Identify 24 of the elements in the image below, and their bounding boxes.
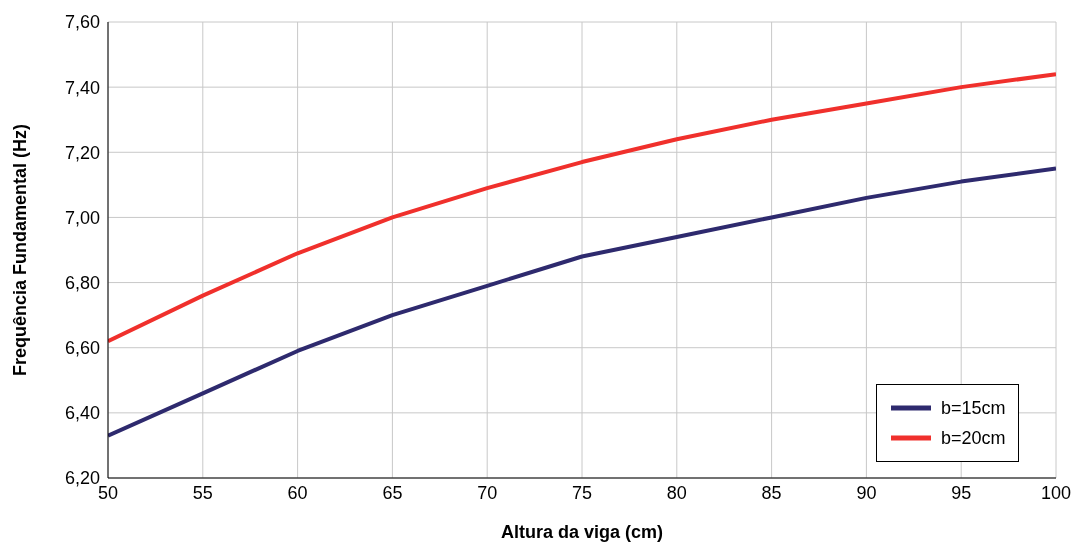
x-tick-label: 85 (761, 482, 782, 503)
x-axis-title: Altura da viga (cm) (500, 522, 664, 542)
y-tick-label: 7,20 (64, 142, 100, 163)
y-tick-label: 6,40 (64, 403, 100, 424)
x-tick-label: 95 (951, 482, 972, 503)
y-tick-label: 6,20 (64, 468, 100, 489)
y-tick-label: 6,60 (64, 338, 100, 359)
y-tick-label: 7,60 (64, 12, 100, 33)
y-tick-label: 7,40 (64, 77, 100, 98)
y-tick-label: 6,80 (64, 272, 100, 293)
x-tick-label: 75 (571, 482, 593, 503)
line-series (108, 72, 1056, 344)
x-tick-label: 55 (192, 482, 213, 503)
x-tick-label: 90 (856, 482, 877, 503)
x-tick-label: 65 (382, 482, 403, 503)
x-tick-label: 50 (97, 482, 119, 503)
x-tick-label: 100 (1040, 482, 1072, 503)
x-tick-label: 80 (666, 482, 687, 503)
y-axis-title: Frequência Fundamental (Hz) (10, 123, 31, 377)
legend-label: b=20cm (941, 427, 1006, 450)
x-tick-label: 70 (477, 482, 498, 503)
y-tick-label: 7,00 (64, 207, 100, 228)
legend-label: b=15cm (941, 397, 1006, 420)
x-tick-label: 60 (287, 482, 308, 503)
